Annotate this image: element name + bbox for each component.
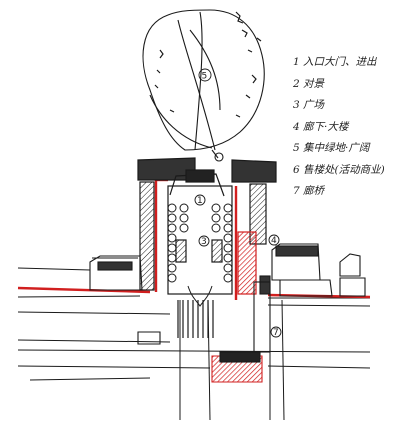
legend-list: 1 入口大门、进出 2 对景 3 广场 4 廊下·大楼 5 集中绿地·广阔 6 …: [293, 52, 397, 203]
side-buildings: [89, 243, 366, 383]
marker-1: 1: [197, 196, 203, 206]
marker-circle-5: [198, 68, 212, 82]
marker-circle-4: [268, 234, 280, 246]
marker-7: 7: [273, 328, 279, 338]
green-space-tree: [142, 9, 265, 162]
legend-num: 3: [293, 99, 300, 111]
marker-circle-1: [194, 194, 206, 206]
legend-item: 4 廊下·大楼: [293, 117, 397, 139]
street-lines: [17, 267, 371, 421]
legend-item: 5 集中绿地·广阔: [293, 138, 397, 160]
main-building: [137, 157, 277, 295]
legend-text: 廊下·大楼: [303, 120, 349, 133]
legend-item: 6 售楼处(活动商业): [293, 160, 397, 182]
legend-item: 2 对景: [293, 74, 397, 96]
marker-circle-7: [270, 326, 282, 338]
marker-4: 4: [271, 236, 277, 246]
crosswalk: [177, 300, 214, 338]
legend-num: 4: [293, 120, 300, 133]
legend-item: 3 广场: [293, 95, 397, 117]
legend-num: 6: [293, 163, 300, 176]
legend-num: 5: [293, 142, 300, 154]
legend-text: 售楼处(活动商业): [303, 163, 385, 176]
legend-num: 7: [293, 185, 300, 197]
legend-text: 对景: [303, 77, 325, 90]
legend-item: 1 入口大门、进出: [293, 52, 397, 74]
legend-num: 1: [293, 56, 300, 68]
plan-markers: [194, 68, 282, 338]
legend-num: 2: [293, 77, 300, 90]
marker-5: 5: [202, 72, 208, 82]
legend-text: 集中绿地·广阔: [303, 142, 370, 154]
marker-circle-3: [198, 235, 210, 247]
marker-3: 3: [201, 237, 207, 247]
legend-text: 廊桥: [303, 185, 325, 197]
plaza-trees: [167, 203, 233, 307]
legend-text: 广场: [303, 99, 325, 111]
legend-item: 7 廊桥: [293, 181, 397, 203]
legend-text: 入口大门、进出: [303, 56, 377, 68]
